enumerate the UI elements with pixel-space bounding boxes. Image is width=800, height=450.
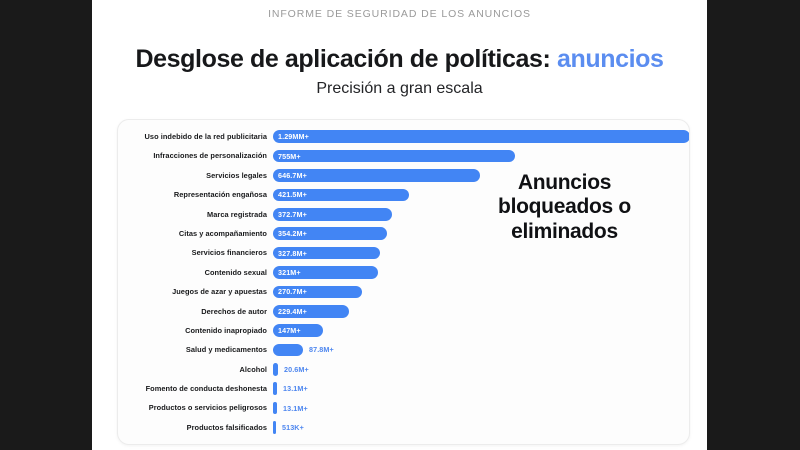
chart-value-label: 87.8M+ xyxy=(309,345,334,355)
chart-bar: 321M+ xyxy=(273,266,378,279)
chart-bar: 270.7M+ xyxy=(273,285,362,299)
chart-category-label: Representación engañosa xyxy=(173,190,267,200)
chart-row: Marca registrada 372.7M+ xyxy=(118,205,689,224)
chart-bar xyxy=(273,401,277,415)
chart-bar-track: 421.5M+ xyxy=(273,185,689,204)
chart-bar-track: 354.2M+ xyxy=(273,224,689,243)
chart-category-label: Contenido sexual xyxy=(204,267,267,277)
chart-value-label: 755M+ xyxy=(278,151,301,161)
page-title: Desglose de aplicación de políticas: anu… xyxy=(92,45,707,74)
page-title-main: Desglose de aplicación de políticas: xyxy=(135,45,557,73)
chart-category-label: Servicios financieros xyxy=(191,248,267,258)
slide-eyebrow: INFORME DE SEGURIDAD DE LOS ANUNCIOS xyxy=(268,8,531,20)
chart-category-label: Productos falsificados xyxy=(186,422,267,432)
page-title-accent: anuncios xyxy=(556,45,664,73)
chart-value-label: 270.7M+ xyxy=(278,287,307,297)
chart-row: Alcohol 20.6M+ xyxy=(118,360,689,379)
chart-bar-track: 13.1M+ xyxy=(273,398,689,417)
chart-value-label: 1.29MM+ xyxy=(278,132,309,142)
chart-value-label: 513K+ xyxy=(282,423,304,433)
chart-row: Citas y acompañamiento 354.2M+ xyxy=(118,224,689,243)
chart-value-label: 229.4M+ xyxy=(278,306,307,316)
chart-row: Uso indebido de la red publicitaria 1.29M… xyxy=(118,127,689,146)
chart-category-label: Derechos de autor xyxy=(201,306,267,316)
chart-bar-track: 270.7M+ xyxy=(273,282,689,301)
chart-value-label: 13.1M+ xyxy=(283,403,308,413)
chart-bar: 229.4M+ xyxy=(273,304,349,318)
chart-bar: 646.7M+ xyxy=(273,169,480,182)
chart-bar xyxy=(273,421,276,434)
chart-bar-track: 755M+ xyxy=(273,146,689,165)
chart-row: Infracciones de personalización 755M+ xyxy=(118,146,689,165)
chart-value-label: 13.1M+ xyxy=(283,384,308,394)
chart-bar: 147M+ xyxy=(273,324,323,337)
chart-category-label: Salud y medicamentos xyxy=(185,345,267,355)
chart-category-label: Servicios legales xyxy=(206,170,267,180)
chart-value-label: 147M+ xyxy=(278,326,301,336)
chart-bar-track: 147M+ xyxy=(273,321,689,340)
chart-bar: 755M+ xyxy=(273,149,515,163)
chart-bar-track: 513K+ xyxy=(273,418,689,437)
chart-bar: 421.5M+ xyxy=(273,188,409,202)
chart-bar xyxy=(273,382,277,396)
chart-bar-track: 327.8M+ xyxy=(273,243,689,262)
page-subtitle: Precisión a gran escala xyxy=(316,80,483,97)
chart-value-label: 646.7M+ xyxy=(278,170,307,180)
chart-bar: 327.8M+ xyxy=(273,246,380,260)
chart-bar-track: 20.6M+ xyxy=(273,360,689,379)
chart-bar: 372.7M+ xyxy=(273,207,392,221)
chart-value-label: 327.8M+ xyxy=(278,248,307,258)
chart-value-label: 421.5M+ xyxy=(278,190,307,200)
letterbox-right xyxy=(707,0,800,450)
chart-value-label: 20.6M+ xyxy=(284,364,309,374)
chart-bar-track: 87.8M+ xyxy=(273,340,689,359)
chart-row: Productos o servicios peligrosos 13.1M+ xyxy=(118,398,689,417)
chart-row: Salud y medicamentos 87.8M+ xyxy=(118,340,689,359)
bar-chart: Uso indebido de la red publicitaria 1.29M… xyxy=(118,127,689,437)
chart-bar-track: 1.29MM+ xyxy=(273,127,689,146)
chart-category-label: Uso indebido de la red publicitaria xyxy=(144,131,267,141)
chart-value-label: 321M+ xyxy=(278,267,301,277)
chart-bar xyxy=(273,343,303,357)
letterbox-left xyxy=(0,0,92,450)
chart-category-label: Citas y acompañamiento xyxy=(178,228,267,238)
chart-row: Juegos de azar y apuestas 270.7M+ xyxy=(118,282,689,301)
chart-bar xyxy=(273,363,278,376)
chart-category-label: Fomento de conducta deshonesta xyxy=(145,384,267,394)
chart-bar: 1.29MM+ xyxy=(273,130,689,143)
chart-row: Servicios legales 646.7M+ xyxy=(118,166,689,185)
chart-row: Productos falsificados 513K+ xyxy=(118,418,689,437)
chart-bar-track: 13.1M+ xyxy=(273,379,689,398)
chart-category-label: Infracciones de personalización xyxy=(153,151,267,161)
chart-value-label: 372.7M+ xyxy=(278,209,307,219)
chart-row: Derechos de autor 229.4M+ xyxy=(118,302,689,321)
chart-category-label: Marca registrada xyxy=(207,209,267,219)
chart-bar-track: 321M+ xyxy=(273,263,689,282)
chart-category-label: Juegos de azar y apuestas xyxy=(172,287,267,297)
chart-bar-track: 646.7M+ xyxy=(273,166,689,185)
chart-category-label: Contenido inapropiado xyxy=(185,325,267,335)
chart-row: Representación engañosa 421.5M+ xyxy=(118,185,689,204)
chart-bar: 354.2M+ xyxy=(273,227,387,240)
chart-category-label: Alcohol xyxy=(239,364,267,374)
chart-card: Uso indebido de la red publicitaria 1.29M… xyxy=(117,119,690,445)
chart-annotation: Anuncios bloqueados o eliminados xyxy=(498,171,631,243)
chart-row: Contenido sexual 321M+ xyxy=(118,263,689,282)
chart-bar-track: 372.7M+ xyxy=(273,205,689,224)
chart-row: Servicios financieros 327.8M+ xyxy=(118,243,689,262)
chart-bar-track: 229.4M+ xyxy=(273,302,689,321)
chart-value-label: 354.2M+ xyxy=(278,229,307,239)
chart-row: Contenido inapropiado 147M+ xyxy=(118,321,689,340)
presentation-slide: INFORME DE SEGURIDAD DE LOS ANUNCIOS Des… xyxy=(92,0,707,450)
chart-row: Fomento de conducta deshonesta 13.1M+ xyxy=(118,379,689,398)
chart-category-label: Productos o servicios peligrosos xyxy=(148,403,267,413)
